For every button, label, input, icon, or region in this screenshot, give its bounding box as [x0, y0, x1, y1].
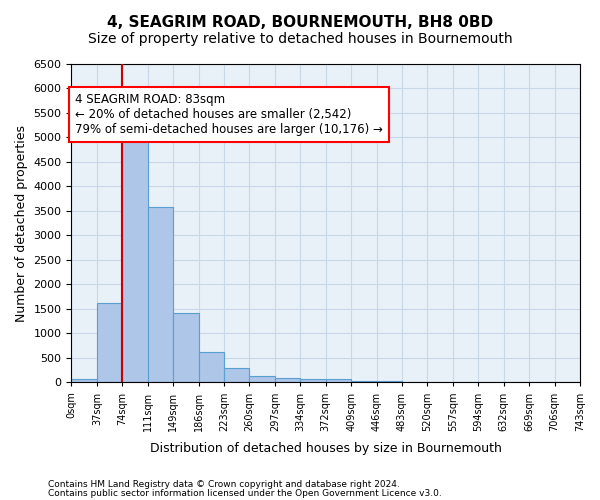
Bar — [199, 352, 224, 382]
Bar — [71, 378, 97, 382]
Text: 4 SEAGRIM ROAD: 83sqm
← 20% of detached houses are smaller (2,542)
79% of semi-d: 4 SEAGRIM ROAD: 83sqm ← 20% of detached … — [75, 94, 383, 136]
Bar — [250, 376, 275, 382]
Text: 4, SEAGRIM ROAD, BOURNEMOUTH, BH8 0BD: 4, SEAGRIM ROAD, BOURNEMOUTH, BH8 0BD — [107, 15, 493, 30]
Bar — [224, 368, 250, 382]
Bar — [97, 302, 122, 382]
Text: Contains HM Land Registry data © Crown copyright and database right 2024.: Contains HM Land Registry data © Crown c… — [48, 480, 400, 489]
X-axis label: Distribution of detached houses by size in Bournemouth: Distribution of detached houses by size … — [150, 442, 502, 455]
Bar — [326, 380, 351, 382]
Bar — [351, 381, 377, 382]
Text: Contains public sector information licensed under the Open Government Licence v3: Contains public sector information licen… — [48, 488, 442, 498]
Bar — [275, 378, 300, 382]
Bar — [173, 313, 199, 382]
Y-axis label: Number of detached properties: Number of detached properties — [15, 124, 28, 322]
Bar — [300, 379, 326, 382]
Bar — [148, 207, 173, 382]
Text: Size of property relative to detached houses in Bournemouth: Size of property relative to detached ho… — [88, 32, 512, 46]
Bar — [122, 134, 148, 382]
